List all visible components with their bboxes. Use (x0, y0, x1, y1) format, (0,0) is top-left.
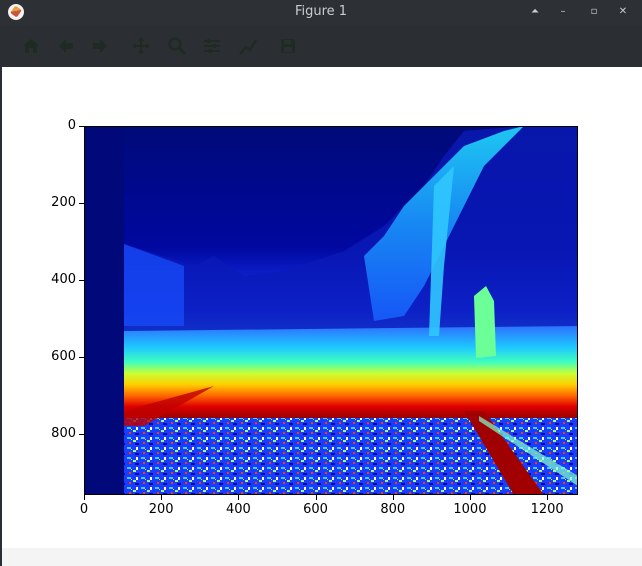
x-tick-mark (392, 495, 394, 500)
y-tick-label: 200 (51, 194, 76, 210)
y-tick-mark (79, 279, 84, 281)
forward-button[interactable] (87, 33, 113, 59)
configure-subplots-button[interactable] (199, 33, 225, 59)
x-tick-label: 600 (303, 502, 328, 517)
window-edge (0, 67, 2, 566)
y-tick-label: 400 (51, 271, 76, 287)
y-tick-label: 800 (51, 425, 76, 441)
plot-area[interactable] (84, 126, 578, 495)
depth-heatmap-image (84, 126, 578, 495)
x-tick-label: 0 (79, 502, 89, 517)
x-tick-label: 1200 (530, 502, 564, 517)
window-title: Figure 1 (294, 4, 348, 19)
back-arrow-icon (59, 39, 73, 53)
x-tick-label: 200 (148, 502, 174, 517)
save-icon (281, 39, 295, 53)
y-tick-mark (79, 126, 84, 127)
x-tick-mark (84, 495, 85, 500)
x-tick-label: 1000 (453, 502, 487, 517)
navigation-toolbar (0, 25, 642, 67)
pan-icon (132, 37, 150, 55)
pan-button[interactable] (128, 33, 154, 59)
edit-axis-button[interactable] (235, 33, 261, 59)
status-bar (2, 548, 642, 566)
title-bar[interactable]: Figure 1 ⏶ – ▫ ✕ (0, 0, 642, 25)
close-button[interactable]: ✕ (618, 6, 628, 17)
keep-above-button[interactable]: ⏶ (531, 6, 539, 17)
home-button[interactable] (18, 33, 44, 59)
forward-arrow-icon (93, 39, 107, 53)
matplotlib-app-icon (8, 4, 24, 20)
restore-button[interactable]: ▫ (590, 6, 598, 17)
y-tick-label: 600 (51, 348, 76, 364)
x-tick-label: 800 (380, 502, 406, 517)
configure-subplots-icon (204, 39, 220, 53)
x-tick-mark (315, 495, 317, 500)
back-button[interactable] (53, 33, 79, 59)
y-tick-mark (79, 202, 84, 204)
edit-axis-icon (239, 39, 258, 55)
y-tick-label: 0 (67, 118, 76, 133)
x-tick-mark (547, 495, 549, 500)
y-tick-mark (79, 433, 84, 435)
minimize-button[interactable]: – (560, 6, 566, 17)
x-tick-mark (161, 495, 163, 500)
x-tick-label: 400 (225, 502, 251, 517)
zoom-button[interactable] (164, 33, 190, 59)
x-tick-mark (238, 495, 240, 500)
save-button[interactable] (275, 33, 301, 59)
y-tick-mark (79, 356, 84, 358)
x-tick-mark (469, 495, 471, 500)
figure-canvas[interactable]: 0 200 400 600 800 1000 1200 0 200 400 600 800 (2, 67, 642, 548)
axes-frame (84, 126, 578, 495)
zoom-icon (168, 37, 187, 56)
home-icon (23, 39, 39, 53)
